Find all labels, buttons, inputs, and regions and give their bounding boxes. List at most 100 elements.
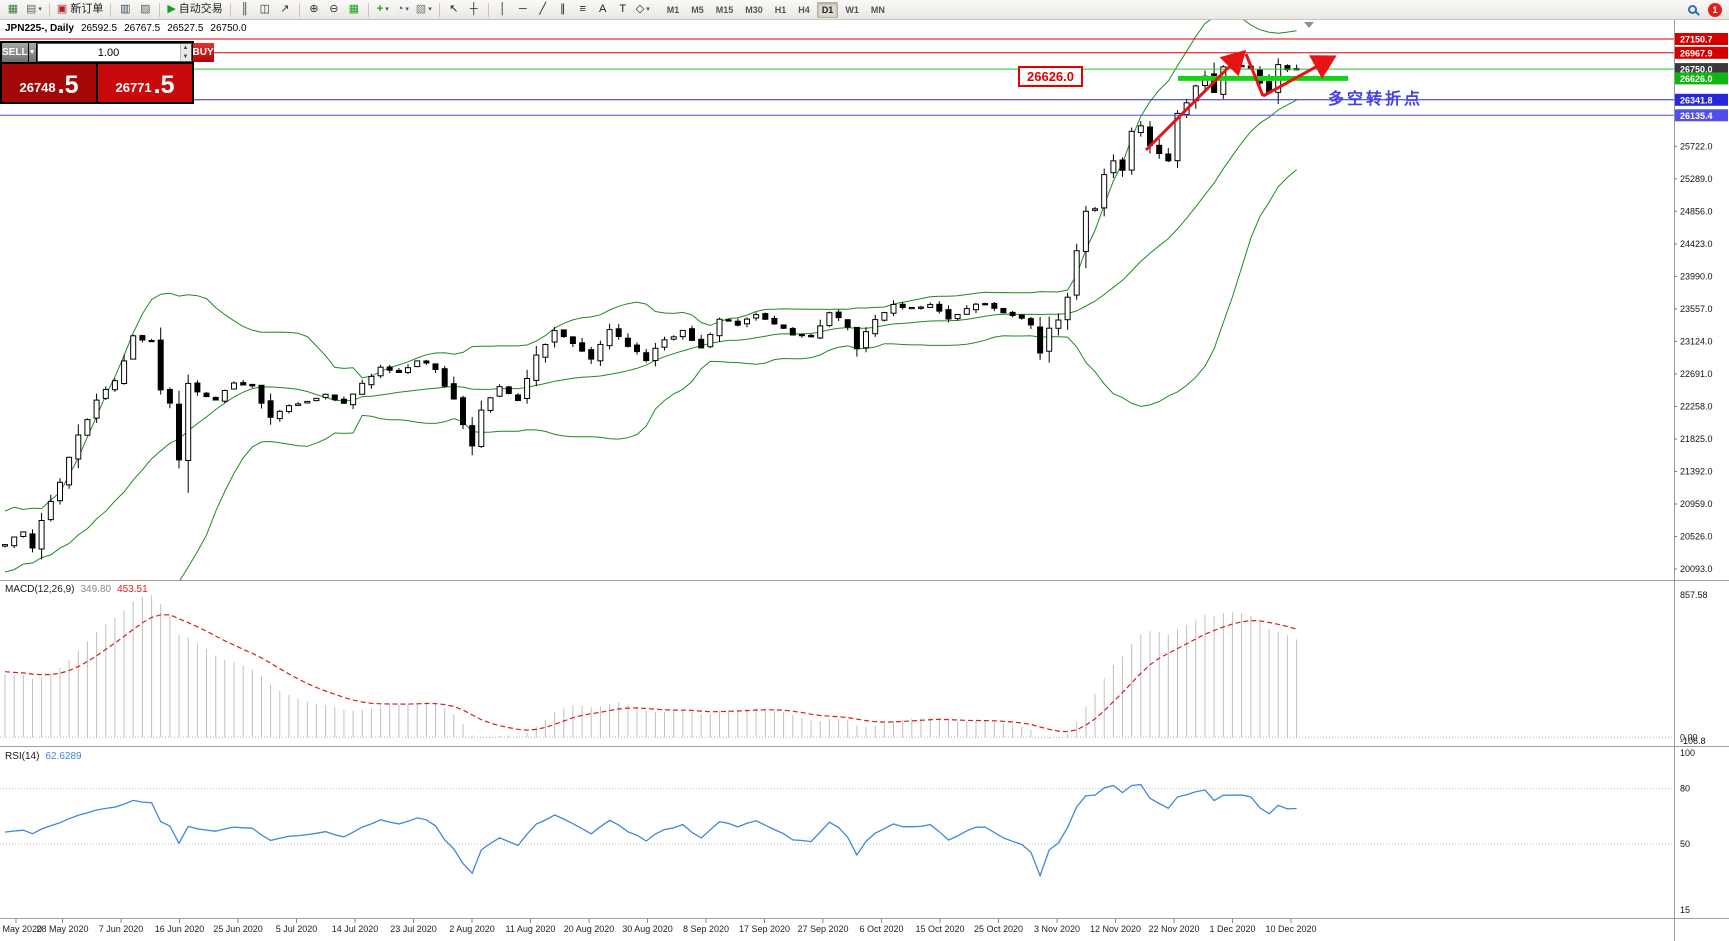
zoom-out-button[interactable]: ⊖ bbox=[325, 1, 343, 18]
buy-price-frac: .5 bbox=[153, 71, 175, 99]
timeframe-M30[interactable]: M30 bbox=[745, 4, 763, 15]
svg-text:27150.7: 27150.7 bbox=[1680, 35, 1713, 45]
chart-profiles-button[interactable]: ▤ ▾ bbox=[24, 1, 44, 18]
price-callout: 26626.0 bbox=[1018, 66, 1083, 87]
auto-trading-label: 自动交易 bbox=[178, 3, 223, 15]
bar-chart-icon: ║ bbox=[240, 3, 249, 15]
svg-text:25289.0: 25289.0 bbox=[1680, 174, 1713, 184]
timeframe-W1[interactable]: W1 bbox=[845, 4, 859, 15]
timeframe-M15[interactable]: M15 bbox=[715, 4, 734, 15]
market-watch-button[interactable]: ▥ bbox=[116, 1, 134, 18]
svg-text:20093.0: 20093.0 bbox=[1680, 564, 1713, 574]
svg-text:2 Aug 2020: 2 Aug 2020 bbox=[449, 924, 495, 934]
svg-text:100: 100 bbox=[1680, 748, 1695, 758]
zoom-in-button[interactable]: ⊕ bbox=[305, 1, 323, 18]
candle-chart-button[interactable]: ◫ bbox=[256, 1, 274, 18]
svg-text:26750.0: 26750.0 bbox=[1680, 65, 1713, 75]
svg-text:20 Aug 2020: 20 Aug 2020 bbox=[564, 924, 615, 934]
timeframe-MN[interactable]: MN bbox=[870, 4, 885, 15]
svg-text:22258.0: 22258.0 bbox=[1680, 401, 1713, 411]
bollinger-lower bbox=[179, 169, 1297, 580]
svg-text:26341.8: 26341.8 bbox=[1680, 95, 1713, 105]
volume-down-icon[interactable]: ▼ bbox=[180, 52, 191, 61]
crosshair-button[interactable]: ┼ bbox=[465, 1, 483, 18]
indicators-button[interactable]: + ▾ bbox=[374, 1, 392, 18]
svg-text:16 Jun 2020: 16 Jun 2020 bbox=[155, 924, 205, 934]
trend-arrows[interactable] bbox=[1144, 49, 1337, 152]
trendline-button[interactable]: ╱ bbox=[534, 1, 552, 18]
svg-text:22691.0: 22691.0 bbox=[1680, 369, 1713, 379]
sell-button[interactable]: SELL bbox=[2, 43, 28, 62]
sell-price[interactable]: 26748 .5 bbox=[2, 64, 96, 102]
main-pane bbox=[2, 20, 1300, 580]
zoom-out-icon: ⊖ bbox=[329, 3, 339, 15]
equidistant-channel-button[interactable]: ∥ bbox=[554, 1, 572, 18]
tile-windows-icon: ▦ bbox=[348, 3, 359, 15]
new-order-icon: ▣ bbox=[56, 3, 68, 15]
timeframe-H4[interactable]: H4 bbox=[798, 4, 810, 15]
svg-text:-106.8: -106.8 bbox=[1680, 736, 1706, 746]
new-chart-button[interactable]: ▦ bbox=[4, 1, 22, 18]
chart-profiles-icon: ▤ bbox=[26, 3, 37, 15]
toolbar-separator bbox=[48, 2, 50, 17]
svg-text:0.00: 0.00 bbox=[1680, 732, 1698, 742]
timeframe-M1[interactable]: M1 bbox=[666, 4, 680, 15]
svg-text:27 Sep 2020: 27 Sep 2020 bbox=[797, 924, 848, 934]
new-chart-icon: ▦ bbox=[7, 3, 19, 15]
chevron-down-icon: ▾ bbox=[428, 6, 432, 13]
macd-label: MACD(12,26,9) 349.80 453.51 bbox=[5, 584, 148, 595]
trendline-icon: ╱ bbox=[539, 3, 547, 15]
line-chart-icon: ↗ bbox=[280, 3, 290, 15]
templates-button[interactable]: ▧ ▾ bbox=[414, 1, 434, 18]
search-button[interactable] bbox=[1683, 1, 1701, 18]
svg-text:80: 80 bbox=[1680, 784, 1690, 794]
svg-text:23 Jul 2020: 23 Jul 2020 bbox=[390, 924, 437, 934]
svg-text:15: 15 bbox=[1680, 905, 1690, 915]
horizontal-line-button[interactable]: ─ bbox=[514, 1, 532, 18]
svg-text:14 Jul 2020: 14 Jul 2020 bbox=[332, 924, 379, 934]
toolbar-icons: ▦ ▤ ▾ ▣ 新订单 ▥ ▨ ▶ 自动交易 ║ ◫ ↗ ⊕ ⊖ ▦ + ▾ ◔ ▾ ▧ ▾ ↖ ┼ │ ─ ╱ ∥ ≡ A T ◇ ▾ bbox=[3, 1, 653, 18]
buy-button[interactable]: BUY bbox=[192, 43, 214, 62]
buy-price[interactable]: 26771 .5 bbox=[98, 64, 192, 102]
cursor-button[interactable]: ↖ bbox=[445, 1, 463, 18]
text-button[interactable]: A bbox=[594, 1, 612, 18]
chart-title: JPN225-, Daily 26592.5 26767.5 26527.5 2… bbox=[5, 23, 247, 34]
fibonacci-button[interactable]: ≡ bbox=[574, 1, 592, 18]
svg-text:25 Jun 2020: 25 Jun 2020 bbox=[213, 924, 263, 934]
timeframe-H1[interactable]: H1 bbox=[774, 4, 787, 15]
svg-text:30 Aug 2020: 30 Aug 2020 bbox=[622, 924, 673, 934]
new-order-button[interactable]: ▣ 新订单 bbox=[55, 1, 105, 18]
chevron-down-icon: ▾ bbox=[646, 6, 650, 13]
timeframe-D1[interactable]: D1 bbox=[816, 1, 839, 18]
toolbar-separator bbox=[159, 2, 161, 17]
volume-input[interactable] bbox=[37, 44, 180, 61]
ohlc-high: 26767.5 bbox=[124, 23, 161, 34]
timeframe-M5[interactable]: M5 bbox=[691, 4, 704, 15]
bollinger-middle bbox=[4, 99, 1297, 573]
data-window-button[interactable]: ▨ bbox=[136, 1, 154, 18]
line-chart-button[interactable]: ↗ bbox=[276, 1, 294, 18]
rsi-line bbox=[4, 783, 1297, 878]
vertical-line-button[interactable]: │ bbox=[494, 1, 512, 18]
sell-options-button[interactable]: ▼ bbox=[28, 43, 36, 62]
text-label-button[interactable]: T bbox=[614, 1, 632, 18]
periods-button[interactable]: ◔ ▾ bbox=[394, 1, 412, 18]
notification-badge[interactable]: 1 bbox=[1708, 2, 1722, 17]
buy-price-main: 26771 bbox=[115, 80, 152, 95]
cursor-icon: ↖ bbox=[449, 3, 459, 15]
svg-text:8 Sep 2020: 8 Sep 2020 bbox=[683, 924, 729, 934]
arrows-button[interactable]: ◇ ▾ bbox=[634, 1, 652, 18]
svg-text:23124.0: 23124.0 bbox=[1680, 336, 1713, 346]
market-watch-icon: ▥ bbox=[120, 3, 131, 15]
volume-box: ▲ ▼ bbox=[36, 43, 192, 62]
bar-chart-button[interactable]: ║ bbox=[236, 1, 254, 18]
price-axis[interactable]: 25722.0 25289.0 24856.0 24423.0 23990.0 23557… bbox=[1674, 33, 1728, 574]
auto-trading-button[interactable]: ▶ 自动交易 bbox=[165, 1, 224, 18]
volume-up-icon[interactable]: ▲ bbox=[180, 44, 191, 53]
svg-text:5 Jul 2020: 5 Jul 2020 bbox=[276, 924, 318, 934]
toolbar-separator bbox=[110, 2, 112, 17]
auto-trading-icon: ▶ bbox=[167, 3, 176, 15]
tile-windows-button[interactable]: ▦ bbox=[345, 1, 363, 18]
